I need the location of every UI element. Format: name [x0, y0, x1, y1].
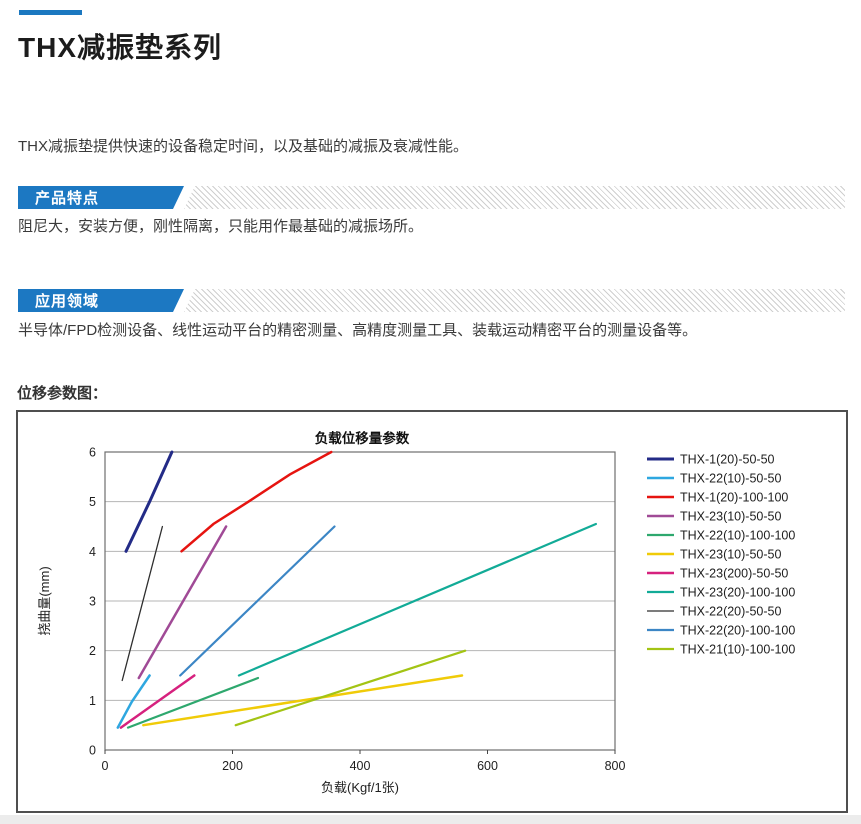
banner-hatch-stripe: [184, 186, 845, 209]
svg-text:THX-1(20)-50-50: THX-1(20)-50-50: [680, 453, 775, 467]
svg-text:5: 5: [89, 495, 96, 509]
svg-text:THX-1(20)-100-100: THX-1(20)-100-100: [680, 491, 788, 505]
svg-text:1: 1: [89, 694, 96, 708]
features-text: 阻尼大，安装方便，刚性隔离，只能用作最基础的减振场所。: [18, 218, 424, 235]
chart-caption: 位移参数图：: [17, 385, 108, 402]
intro-text: THX减振垫提供快速的设备稳定时间，以及基础的减振及衰减性能。: [18, 138, 469, 155]
svg-text:THX-22(20)-100-100: THX-22(20)-100-100: [680, 624, 795, 638]
section-banner-features: 产品特点: [18, 186, 184, 209]
svg-text:0: 0: [102, 759, 109, 773]
chart-panel: 0 1 2 3 4 5 6 0 200 400 600 800 THX-1(20)-50-50 THX-2…: [16, 410, 848, 813]
section-banner-applications: 应用领域: [18, 289, 184, 312]
svg-text:6: 6: [89, 446, 96, 460]
page-title: THX减振垫系列: [18, 32, 223, 63]
svg-text:0: 0: [89, 744, 96, 758]
applications-text: 半导体/FPD检测设备、线性运动平台的精密测量、高精度测量工具、装载运动精密平台…: [18, 322, 698, 339]
section-heading-applications: 应用领域: [35, 293, 100, 310]
svg-text:2: 2: [89, 644, 96, 658]
svg-text:THX-23(10)-50-50: THX-23(10)-50-50: [680, 548, 781, 562]
svg-text:800: 800: [605, 759, 626, 773]
svg-text:THX-23(20)-100-100: THX-23(20)-100-100: [680, 586, 795, 600]
svg-text:600: 600: [477, 759, 498, 773]
svg-text:THX-22(20)-50-50: THX-22(20)-50-50: [680, 605, 781, 619]
svg-text:负载(Kgf/1张): 负载(Kgf/1张): [321, 780, 399, 795]
svg-text:THX-22(10)-100-100: THX-22(10)-100-100: [680, 529, 795, 543]
svg-text:THX-23(200)-50-50: THX-23(200)-50-50: [680, 567, 788, 581]
svg-text:负载位移量参数: 负载位移量参数: [315, 430, 410, 446]
svg-text:THX-21(10)-100-100: THX-21(10)-100-100: [680, 643, 795, 657]
svg-text:THX-22(10)-50-50: THX-22(10)-50-50: [680, 472, 781, 486]
svg-text:3: 3: [89, 595, 96, 609]
svg-text:4: 4: [89, 545, 96, 559]
svg-text:200: 200: [222, 759, 243, 773]
accent-dash: [19, 10, 82, 15]
svg-text:挠曲量(mm): 挠曲量(mm): [37, 566, 52, 635]
svg-text:400: 400: [350, 759, 371, 773]
svg-text:THX-23(10)-50-50: THX-23(10)-50-50: [680, 510, 781, 524]
load-displacement-chart: 0 1 2 3 4 5 6 0 200 400 600 800 THX-1(20)-50-50 THX-2…: [37, 430, 795, 795]
banner-hatch-stripe: [184, 289, 845, 312]
section-heading-features: 产品特点: [35, 190, 100, 207]
